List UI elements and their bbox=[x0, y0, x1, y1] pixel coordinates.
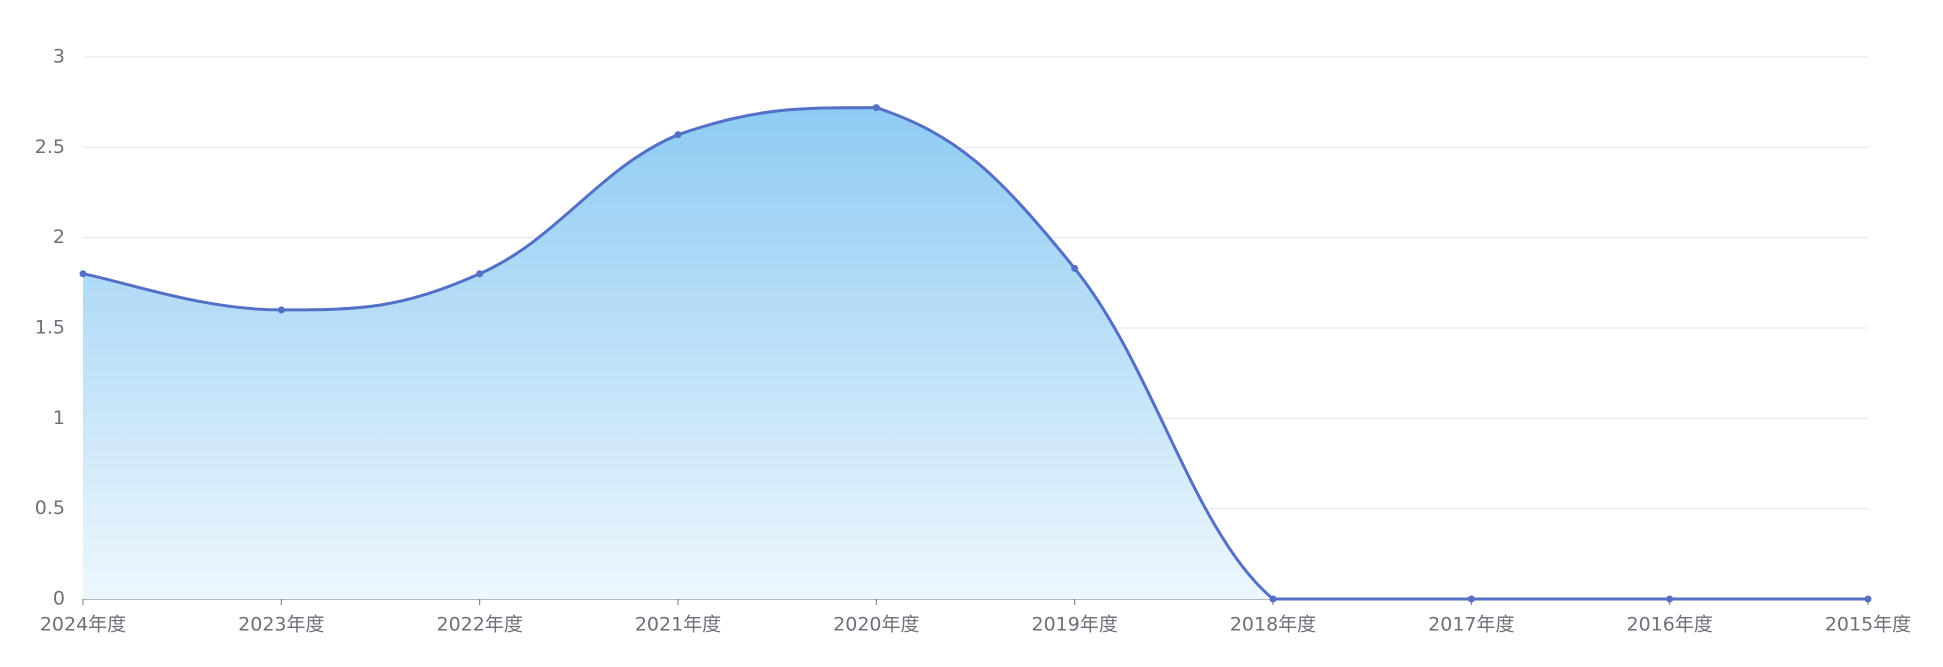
y-tick-label: 0.5 bbox=[35, 497, 65, 519]
point bbox=[1071, 264, 1079, 272]
point bbox=[674, 131, 682, 139]
x-tick-label: 2020年度 bbox=[833, 614, 919, 636]
line bbox=[82, 106, 1868, 601]
y-tick-label: 1.5 bbox=[35, 317, 65, 339]
x-tick-label: 2015年度 bbox=[1825, 614, 1911, 636]
point bbox=[1864, 595, 1872, 603]
y-tick-label: 1 bbox=[53, 407, 65, 429]
point bbox=[1666, 595, 1674, 603]
x-tick-label: 2019年度 bbox=[1031, 614, 1117, 636]
x-tick-label: 2024年度 bbox=[40, 614, 126, 636]
area bbox=[83, 107, 1868, 599]
y-tick-label: 3 bbox=[53, 46, 65, 68]
x-tick-label: 2023年度 bbox=[238, 614, 324, 636]
y-tick-label: 2 bbox=[53, 226, 65, 248]
point bbox=[476, 270, 484, 278]
point bbox=[79, 270, 87, 278]
x-tick-label: 2016年度 bbox=[1626, 614, 1712, 636]
y-tick-label: 0 bbox=[53, 588, 65, 610]
x-tick-label: 2017年度 bbox=[1428, 614, 1514, 636]
x-tick-label: 2018年度 bbox=[1230, 614, 1316, 636]
y-tick-label: 2.5 bbox=[35, 136, 65, 158]
point bbox=[1467, 595, 1475, 603]
point bbox=[872, 104, 880, 112]
x-tick-label: 2022年度 bbox=[436, 614, 522, 636]
x-tick-label: 2021年度 bbox=[635, 614, 721, 636]
point bbox=[277, 306, 285, 314]
point bbox=[1269, 595, 1277, 603]
